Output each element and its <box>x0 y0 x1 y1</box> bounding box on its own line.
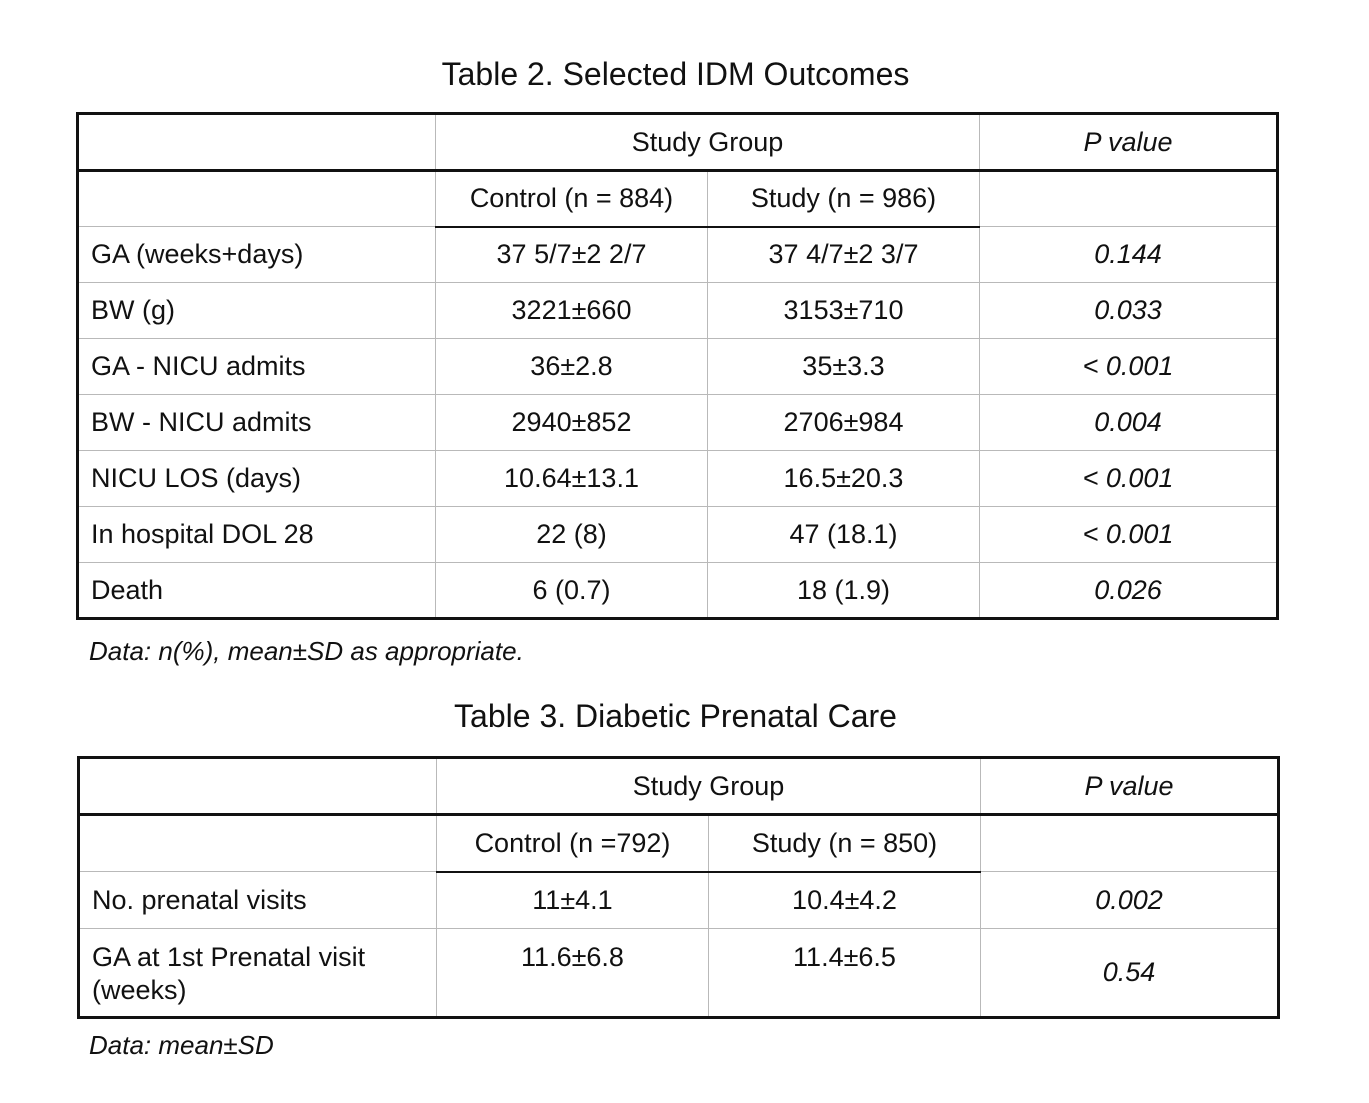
control-value: 11±4.1 <box>436 871 709 929</box>
study-value: 16.5±20.3 <box>707 450 980 507</box>
study-value: 47 (18.1) <box>707 506 980 563</box>
table3: Study Group P value Control (n =792) Stu… <box>77 756 1280 1019</box>
row-label: Death <box>77 562 436 619</box>
study-value: 10.4±4.2 <box>708 871 981 929</box>
table3-control-header: Control (n =792) <box>436 814 709 873</box>
row-label: In hospital DOL 28 <box>77 506 436 563</box>
table2-subheader-empty <box>77 170 436 227</box>
table2-subheader-row: Control (n = 884) Study (n = 986) <box>77 170 1278 228</box>
p-value: 0.002 <box>980 871 1279 929</box>
table2-subheader-p-empty <box>979 170 1278 227</box>
table2-corner-cell <box>77 113 436 172</box>
control-value: 3221±660 <box>435 282 708 339</box>
table2-title: Table 2. Selected IDM Outcomes <box>441 56 910 92</box>
table-row: BW - NICU admits 2940±852 2706±984 0.004 <box>77 394 1278 451</box>
table-row: GA - NICU admits 36±2.8 35±3.3 < 0.001 <box>77 338 1278 395</box>
table-row: NICU LOS (days) 10.64±13.1 16.5±20.3 < 0… <box>77 450 1278 507</box>
study-value: 18 (1.9) <box>707 562 980 619</box>
table-row: GA (weeks+days) 37 5/7±2 2/7 37 4/7±2 3/… <box>77 226 1278 283</box>
p-value: < 0.001 <box>979 450 1278 507</box>
control-value: 22 (8) <box>435 506 708 563</box>
table3-title: Table 3. Diabetic Prenatal Care <box>454 698 897 734</box>
table-row: GA at 1st Prenatal visit (weeks) 11.6±6.… <box>78 928 1279 1018</box>
table-row: In hospital DOL 28 22 (8) 47 (18.1) < 0.… <box>77 506 1278 563</box>
study-value: 37 4/7±2 3/7 <box>707 226 980 283</box>
row-label: GA at 1st Prenatal visit (weeks) <box>78 928 437 1018</box>
control-value: 11.6±6.8 <box>436 928 709 1018</box>
study-value: 2706±984 <box>707 394 980 451</box>
p-value: 0.026 <box>979 562 1278 619</box>
study-value: 11.4±6.5 <box>708 928 981 1018</box>
table3-subheader-row: Control (n =792) Study (n = 850) <box>78 814 1279 873</box>
p-value: < 0.001 <box>979 506 1278 563</box>
study-value: 3153±710 <box>707 282 980 339</box>
table3-note: Data: mean±SD <box>89 1030 274 1060</box>
table2-study-header: Study (n = 986) <box>707 170 980 228</box>
study-value: 35±3.3 <box>707 338 980 395</box>
p-value: 0.033 <box>979 282 1278 339</box>
row-label: NICU LOS (days) <box>77 450 436 507</box>
control-value: 10.64±13.1 <box>435 450 708 507</box>
table2-note: Data: n(%), mean±SD as appropriate. <box>89 636 524 666</box>
control-value: 2940±852 <box>435 394 708 451</box>
control-value: 37 5/7±2 2/7 <box>435 226 708 283</box>
table3-p-value-header: P value <box>980 757 1279 816</box>
table2-study-group-header: Study Group <box>435 113 980 172</box>
p-value: 0.144 <box>979 226 1278 283</box>
control-value: 6 (0.7) <box>435 562 708 619</box>
table2-control-header: Control (n = 884) <box>435 170 708 228</box>
p-value: < 0.001 <box>979 338 1278 395</box>
row-label: BW (g) <box>77 282 436 339</box>
table2-p-value-header: P value <box>979 113 1278 172</box>
table2: Study Group P value Control (n = 884) St… <box>76 112 1279 620</box>
table3-header-row: Study Group P value <box>78 757 1279 816</box>
table2-header-row: Study Group P value <box>77 113 1278 172</box>
p-value: 0.004 <box>979 394 1278 451</box>
table3-subheader-p-empty <box>980 814 1279 872</box>
row-label: No. prenatal visits <box>78 871 437 929</box>
row-label: BW - NICU admits <box>77 394 436 451</box>
table-row: Death 6 (0.7) 18 (1.9) 0.026 <box>77 562 1278 619</box>
table-row: BW (g) 3221±660 3153±710 0.033 <box>77 282 1278 339</box>
table3-study-header: Study (n = 850) <box>708 814 981 873</box>
row-label: GA - NICU admits <box>77 338 436 395</box>
table3-study-group-header: Study Group <box>436 757 981 816</box>
table-row: No. prenatal visits 11±4.1 10.4±4.2 0.00… <box>78 871 1279 929</box>
table3-corner-cell <box>78 757 437 816</box>
row-label: GA (weeks+days) <box>77 226 436 283</box>
control-value: 36±2.8 <box>435 338 708 395</box>
table3-subheader-empty <box>78 814 437 872</box>
p-value: 0.54 <box>980 928 1279 1018</box>
